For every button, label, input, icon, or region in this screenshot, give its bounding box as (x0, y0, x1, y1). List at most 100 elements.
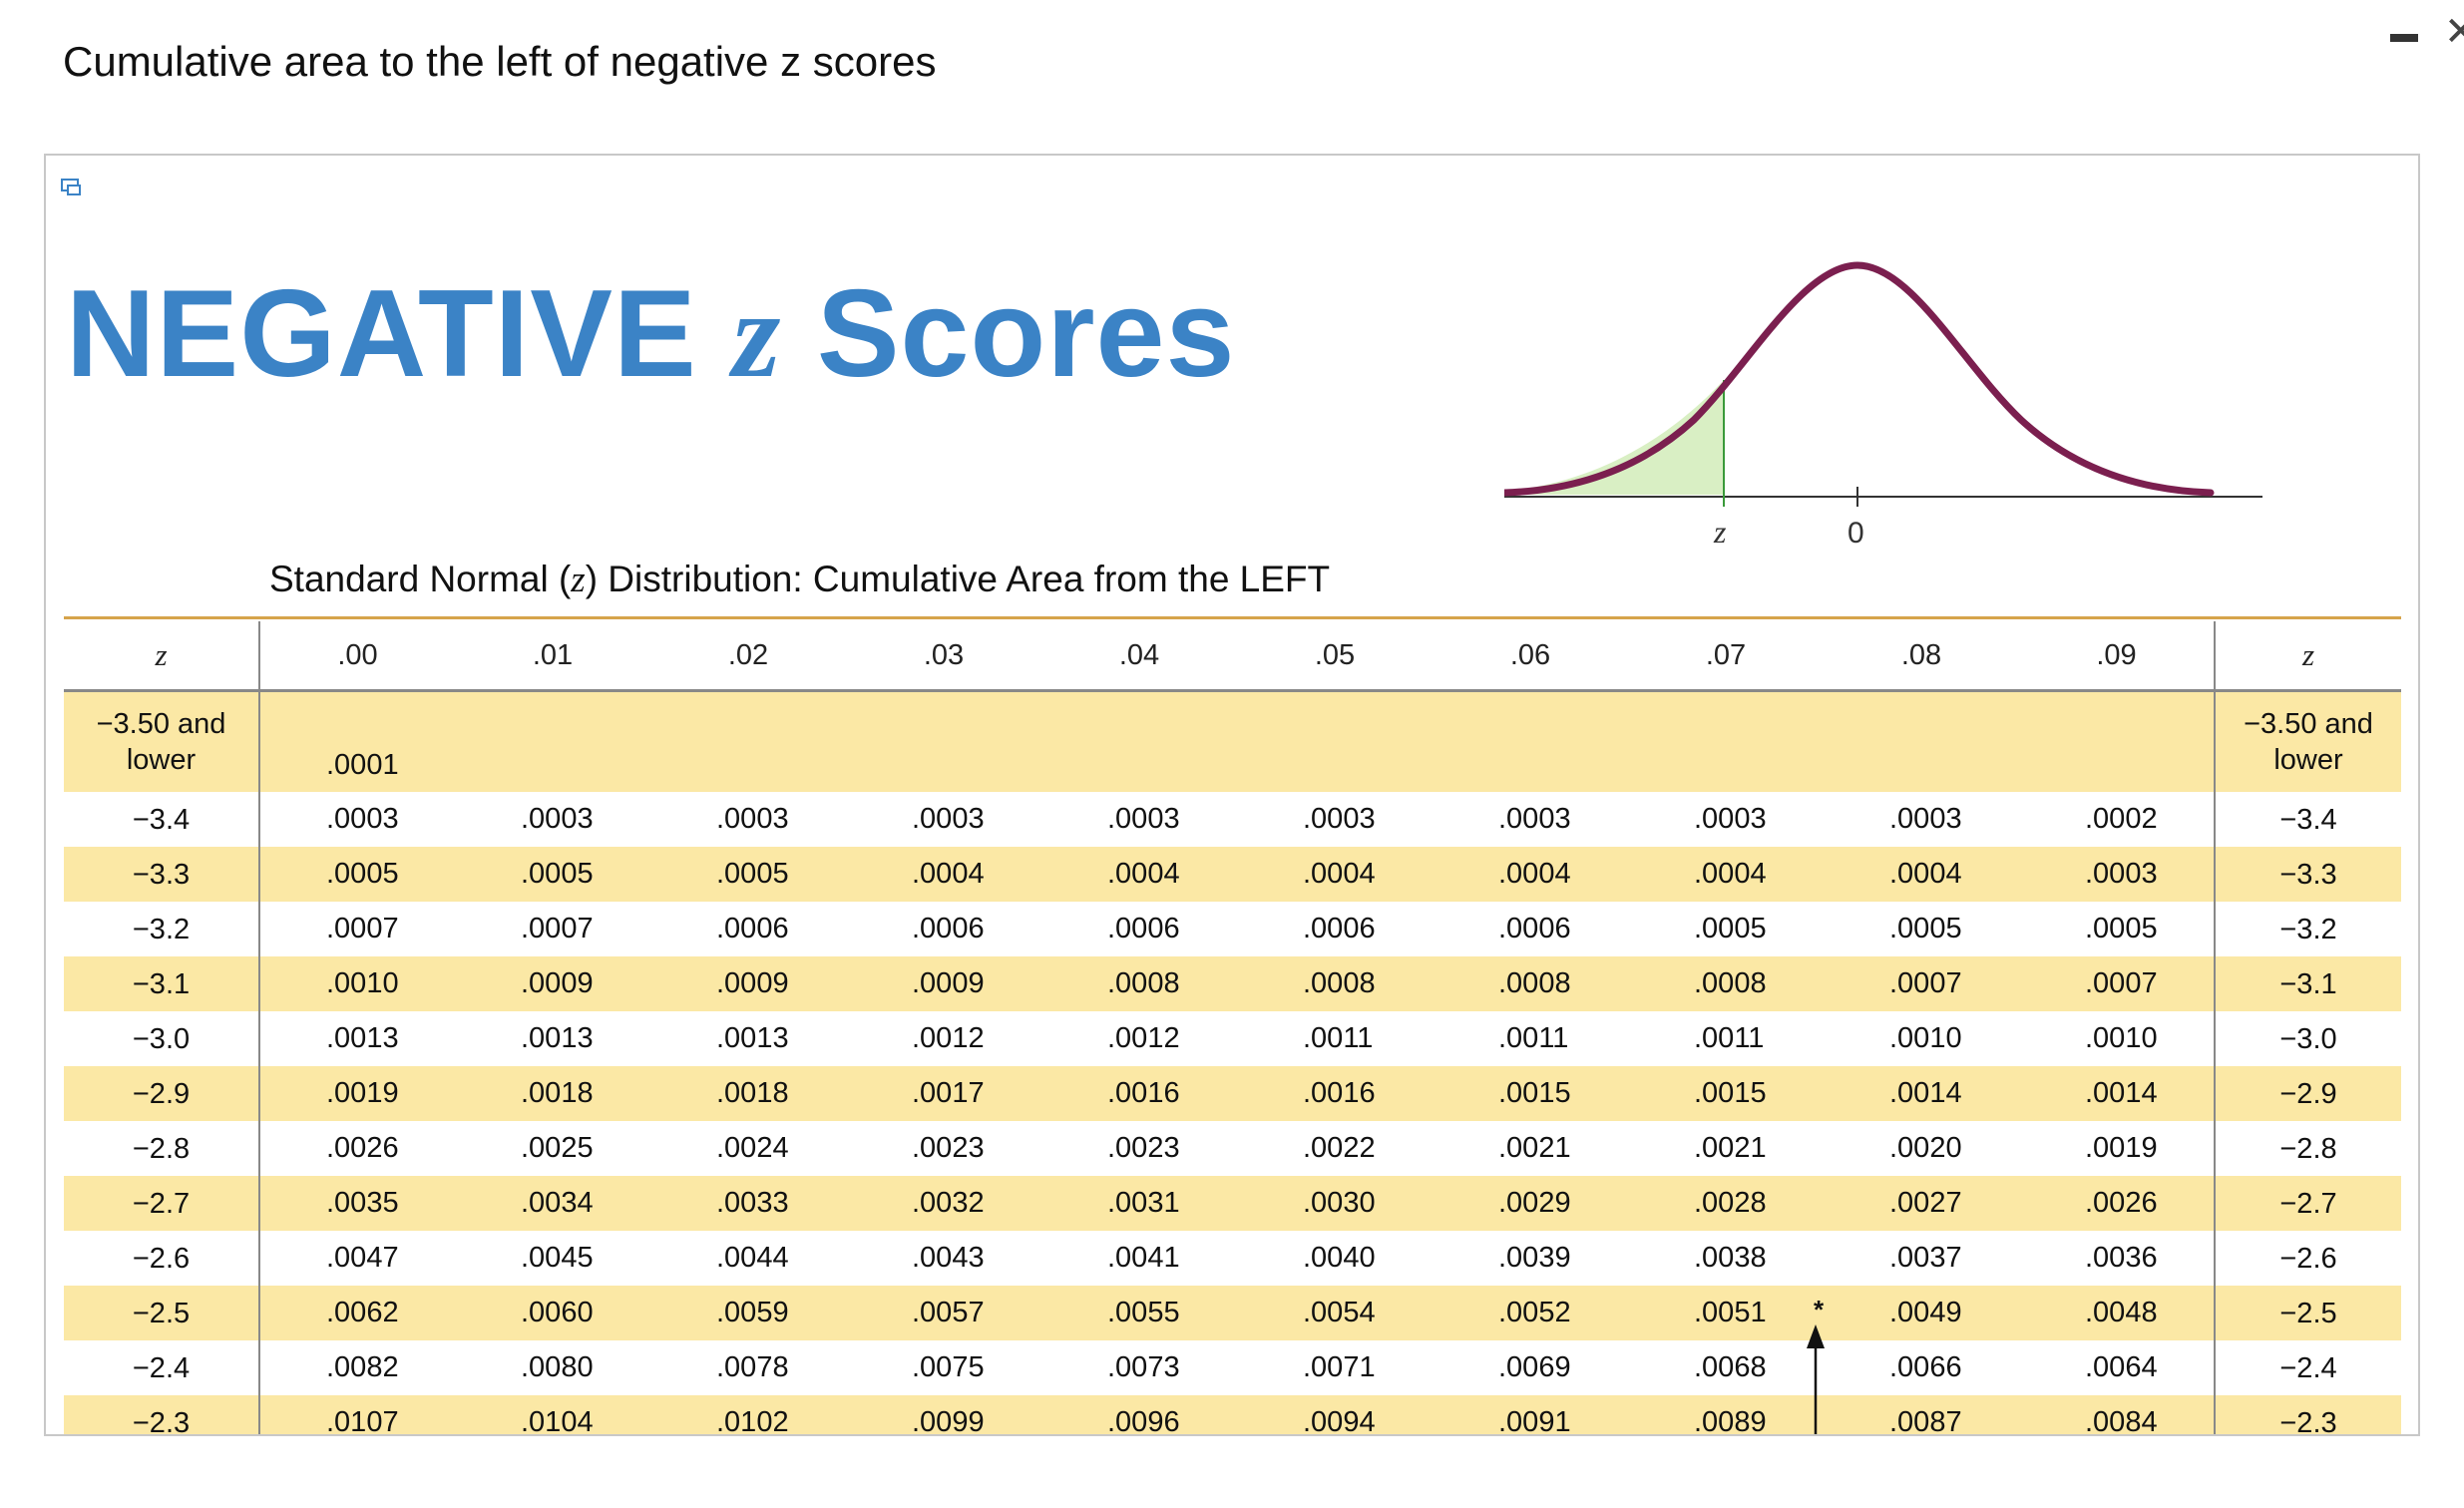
z-label: −2.5 (132, 1297, 191, 1329)
z-cell-right: −2.9 (2214, 1066, 2401, 1121)
value-cell: .0003 (912, 803, 985, 835)
value-cell (1433, 690, 1628, 792)
value-cell: .0018 (455, 1066, 650, 1121)
z-cell-right: −3.2 (2214, 902, 2401, 956)
value-cell: .0010 (1889, 1022, 1962, 1054)
value-cell: .0011 (1694, 1022, 1765, 1054)
value-cell: .0012 (1107, 1022, 1180, 1054)
value-cell: .0004 (1237, 847, 1433, 902)
z-label: −2.8 (2279, 1132, 2337, 1165)
z-cell-right: −2.4 (2214, 1340, 2401, 1395)
table-row: −3.3.0005.0005.0005.0004.0004.0004.0004.… (64, 847, 2401, 902)
subtitle-part: ) Distribution: Cumulative Area from the… (585, 559, 1331, 599)
value-cell (650, 690, 846, 792)
z-cell-right: −2.7 (2214, 1176, 2401, 1231)
value-cell: .0004 (1628, 847, 1824, 902)
z-label: −3.3 (132, 858, 191, 891)
table-row: −2.8 .0026 .0025 .0024 .0023 .0023 .0022 .0021.… (64, 1121, 2401, 1176)
value-cell: .0078 (716, 1351, 789, 1383)
value-cell: .0006 (716, 913, 789, 944)
table-row: −2.7 .0035.0034.0033.0032.0031.0030.0029.… (64, 1176, 2401, 1231)
z-label: −2.8 (132, 1132, 191, 1165)
value-cell: .0003 (521, 803, 594, 835)
value-cell: .0003 (716, 803, 789, 835)
table-row: −3.4 .0003 .0003 .0003 .0003 .0003 .0003 .0003.… (64, 792, 2401, 847)
value-cell: .0014 (2019, 1066, 2215, 1121)
value-cell: .0039 (1498, 1242, 1571, 1274)
value-cell: .0004 (1041, 847, 1237, 902)
header-col-04: .04 (1041, 621, 1237, 692)
value-cell: .0005 (259, 847, 455, 902)
value-cell: .0104 (455, 1395, 650, 1434)
value-cell: .0064 (2085, 1351, 2158, 1383)
z-cell-right: −3.0 (2214, 1011, 2401, 1066)
value-cell: .0080 (521, 1351, 594, 1383)
value-cell: .0017 (846, 1066, 1041, 1121)
value-cell: .0060 (455, 1286, 650, 1340)
table-header-row: z .00.01.02.03.04.05.06.07.08.09 z (64, 621, 2401, 692)
value-cell: .0033 (650, 1176, 846, 1231)
value-cell: .0036 (2085, 1242, 2158, 1274)
z-label: −3.50 and (96, 708, 226, 740)
value-cell (1041, 690, 1237, 792)
value-cell (1824, 690, 2019, 792)
value-cell: .0071 (1303, 1351, 1376, 1383)
z-label: −3.3 (2279, 858, 2337, 891)
z-cell-right: −3.3 (2214, 847, 2401, 902)
value-cell: .0015 (1628, 1066, 1824, 1121)
value-cell: .0003 (1694, 803, 1767, 835)
value-cell: .0006 (1303, 913, 1376, 944)
value-cell: .0006 (912, 913, 985, 944)
close-icon[interactable]: ✕ (2444, 10, 2464, 54)
value-cell: .0003 (1889, 803, 1962, 835)
value-cell: .0002 (2085, 803, 2158, 835)
value-cell: .0043 (912, 1242, 985, 1274)
value-cell: .0059 (650, 1286, 846, 1340)
value-cell: .0037 (1889, 1242, 1962, 1274)
value-cell: .0005 (1694, 913, 1767, 944)
value-cell: .0057 (846, 1286, 1041, 1340)
value-cell: .0006 (1498, 913, 1571, 944)
value-cell: .0005 (650, 847, 846, 902)
value-cell: .0013 (521, 1022, 594, 1054)
value-cell: .0020 (1889, 1132, 1962, 1164)
value-cell: .0005 (455, 847, 650, 902)
value-cell: .0075 (912, 1351, 985, 1383)
value-cell: .0049 (1824, 1286, 2019, 1340)
z-cell-right: −2.6 (2214, 1231, 2401, 1286)
header-col-01: .01 (455, 621, 650, 692)
value-cell: .0023 (912, 1132, 985, 1164)
table-row: −2.5 .0062.0060.0059.0057.0055.0054.0052.… (64, 1286, 2401, 1340)
header-col-00: .00 (259, 621, 455, 692)
value-cell: .0032 (846, 1176, 1041, 1231)
value-cell: .0044 (716, 1242, 789, 1274)
header-col-08: .08 (1824, 621, 2019, 692)
value-cell: .0023 (1107, 1132, 1180, 1164)
table-row: −2.9.0019.0018.0018.0017.0016.0016.0015.… (64, 1066, 2401, 1121)
value-cell: .0102 (650, 1395, 846, 1434)
value-cell: .0021 (1498, 1132, 1571, 1164)
value-cell: .0008 (1237, 956, 1433, 1011)
value-cell: .0005 (2085, 913, 2158, 944)
value-cell: .0010 (259, 956, 455, 1011)
divider (64, 616, 2401, 619)
expand-icon[interactable] (60, 176, 84, 199)
value-cell (1237, 690, 1433, 792)
value-cell: .0008 (1041, 956, 1237, 1011)
value-cell: .0016 (1237, 1066, 1433, 1121)
value-cell: .0015 (1433, 1066, 1628, 1121)
z-cell-right: −2.3 (2214, 1395, 2401, 1434)
minimize-icon[interactable] (2390, 34, 2418, 42)
z-cell-left: −3.3 (64, 847, 260, 902)
value-cell: .0089 (1628, 1395, 1824, 1434)
value-cell: .0052 (1433, 1286, 1628, 1340)
value-cell: .0066 (1889, 1351, 1962, 1383)
table-row: −2.3 .0107.0104.0102.0099.0096.0094.0091.… (64, 1395, 2401, 1434)
value-cell: .0016 (1041, 1066, 1237, 1121)
table-row: −2.4 .0082 .0080 .0078 .0075 .0073 .0071 .0069.… (64, 1340, 2401, 1395)
value-cell: .0014 (1824, 1066, 2019, 1121)
header-col-09: .09 (2019, 621, 2215, 692)
header-col-07: .07 (1628, 621, 1824, 692)
value-cell (846, 690, 1041, 792)
arrow-up-icon (1807, 1324, 1825, 1434)
